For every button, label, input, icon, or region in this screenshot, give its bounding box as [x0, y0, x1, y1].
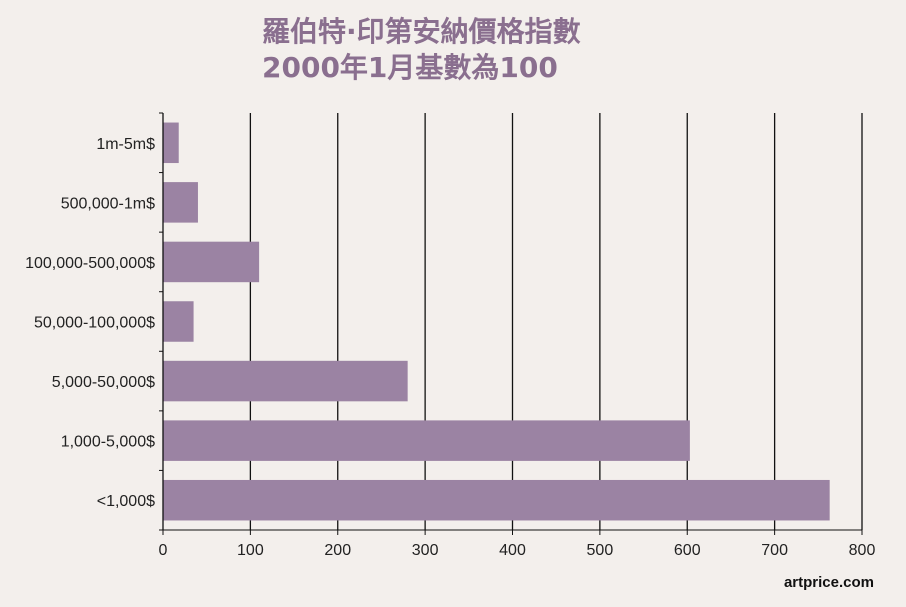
category-label-6: <1,000$ — [97, 493, 155, 510]
x-tick-label-800: 800 — [849, 542, 876, 559]
x-tick-label-600: 600 — [674, 542, 701, 559]
bar-5 — [163, 420, 690, 461]
x-tick-label-200: 200 — [324, 542, 351, 559]
bar-6 — [163, 479, 830, 521]
category-label-0: 1m-5m$ — [96, 136, 155, 153]
bar-3 — [163, 301, 194, 342]
bar-0 — [163, 122, 179, 164]
x-tick-label-0: 0 — [159, 542, 168, 559]
category-label-4: 5,000-50,000$ — [52, 374, 155, 391]
bar-1 — [163, 182, 198, 223]
x-tick-label-500: 500 — [587, 542, 614, 559]
x-tick-label-300: 300 — [412, 542, 439, 559]
x-tick-label-700: 700 — [761, 542, 788, 559]
category-label-5: 1,000-5,000$ — [61, 434, 155, 451]
category-label-3: 50,000-100,000$ — [34, 315, 155, 332]
chart-title-line1: 羅伯特·印第安納價格指數 — [262, 15, 581, 48]
chart-title: 羅伯特·印第安納價格指數 2000年1月基數為100 — [262, 14, 581, 86]
x-tick-label-400: 400 — [499, 542, 526, 559]
brand-logo: artprice.com — [783, 574, 874, 591]
category-label-2: 100,000-500,000$ — [25, 255, 155, 272]
x-tick-label-100: 100 — [237, 542, 264, 559]
bar-2 — [163, 241, 260, 283]
bar-4 — [163, 360, 408, 402]
chart-title-line2: 2000年1月基數為100 — [262, 51, 558, 84]
category-label-1: 500,000-1m$ — [61, 195, 155, 212]
